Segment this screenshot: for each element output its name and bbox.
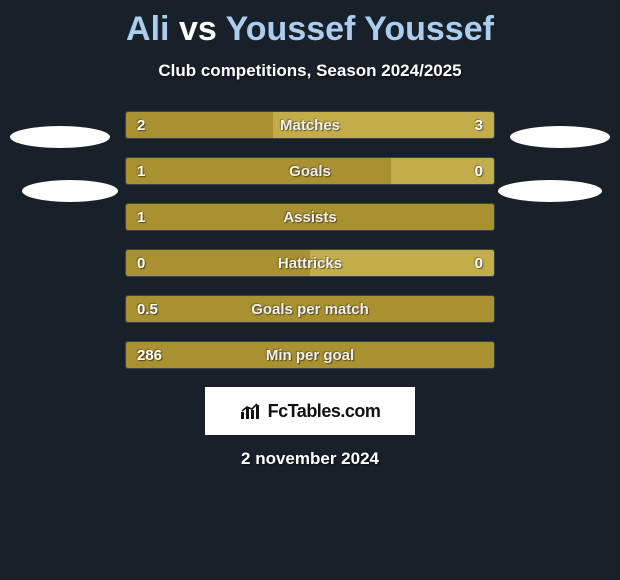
stat-label: Goals per match [125,295,495,323]
stat-row: 00Hattricks [125,249,495,277]
player2-name: Youssef Youssef [226,10,494,48]
date-text: 2 november 2024 [0,449,620,469]
watermark-badge: FcTables.com [205,387,415,435]
vs-text: vs [179,10,217,48]
subtitle: Club competitions, Season 2024/2025 [0,61,620,81]
stat-label: Min per goal [125,341,495,369]
stat-row: 10Goals [125,157,495,185]
watermark-text: FcTables.com [268,401,381,422]
stat-row: 23Matches [125,111,495,139]
page-title: Ali vs Youssef Youssef [0,0,620,49]
stat-row: 1Assists [125,203,495,231]
team-ellipse [10,126,110,148]
stat-row: 0.5Goals per match [125,295,495,323]
chart-icon [240,402,262,420]
stat-label: Goals [125,157,495,185]
stats-chart: 23Matches 10Goals 1Assists 00Hattricks 0.5Go… [125,111,495,369]
stat-label: Matches [125,111,495,139]
stat-row: 286Min per goal [125,341,495,369]
team-ellipse [498,180,602,202]
team-ellipse [510,126,610,148]
team-ellipse [22,180,118,202]
stat-label: Assists [125,203,495,231]
player1-name: Ali [126,10,169,48]
stat-label: Hattricks [125,249,495,277]
